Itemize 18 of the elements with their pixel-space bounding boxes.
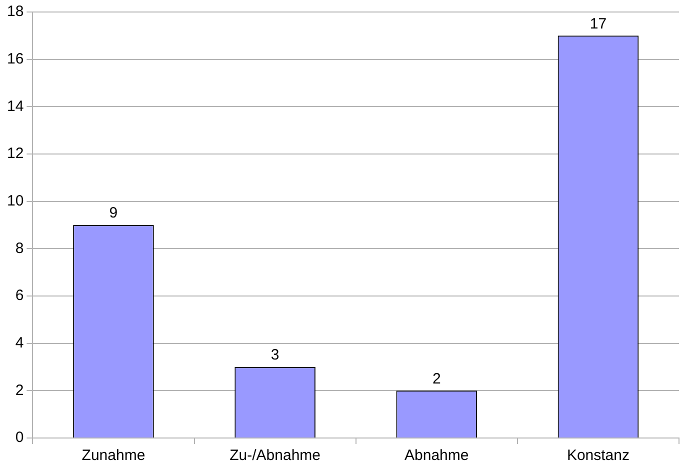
x-tick-label: Abnahme <box>404 447 469 464</box>
y-tick-label: 10 <box>6 192 24 210</box>
data-label: 17 <box>590 15 607 32</box>
y-tick-label: 12 <box>6 145 24 162</box>
data-label: 9 <box>109 204 118 222</box>
y-tick-label: 6 <box>15 287 24 304</box>
y-tick-label: 0 <box>15 429 24 446</box>
y-tick-label: 8 <box>15 240 24 257</box>
y-tick-label: 2 <box>15 382 24 399</box>
data-label: 3 <box>270 346 280 364</box>
y-tick-label: 14 <box>6 98 24 115</box>
x-tick-label: Konstanz <box>566 447 630 464</box>
y-tick-label: 4 <box>15 334 24 352</box>
x-tick-label: Zu-/Abnahme <box>230 447 320 464</box>
x-tick-label: Zunahme <box>82 447 146 464</box>
y-tick-label: 16 <box>6 50 24 68</box>
data-label: 2 <box>432 370 441 388</box>
y-tick-label: 18 <box>6 3 24 20</box>
